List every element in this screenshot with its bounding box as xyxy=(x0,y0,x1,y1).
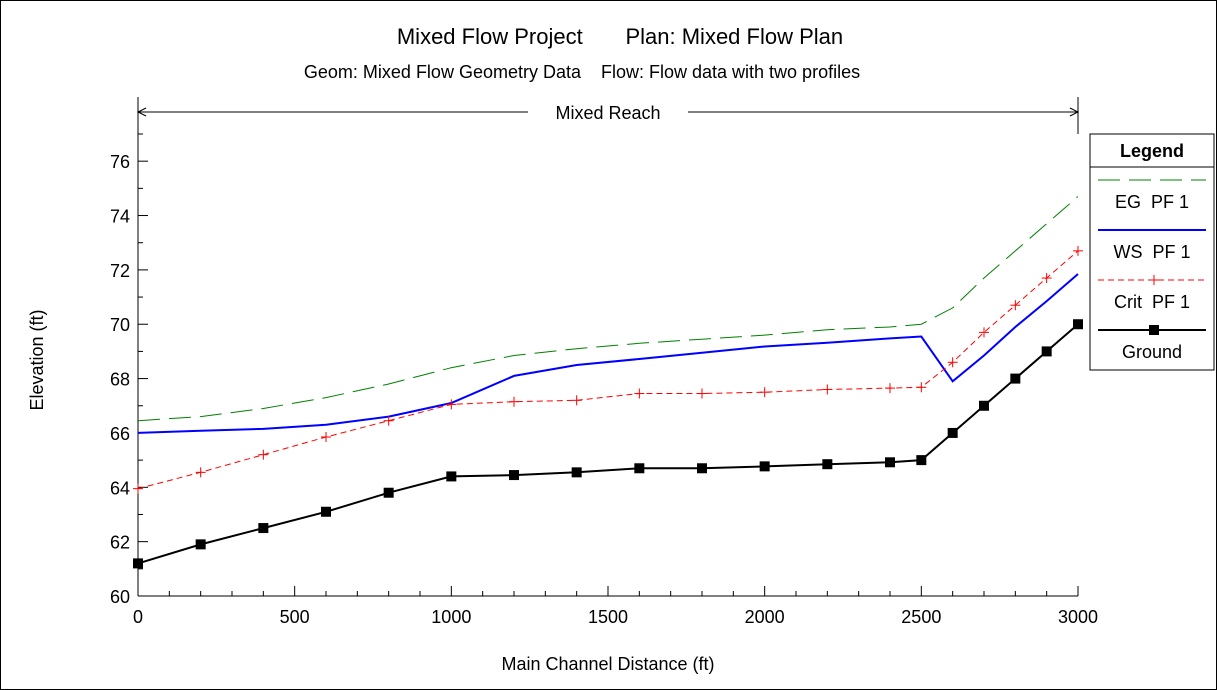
y-tick-label: 68 xyxy=(110,370,130,390)
series-ground-point xyxy=(1010,373,1021,384)
x-tick-label: 1000 xyxy=(431,607,471,627)
series-ground-point xyxy=(822,459,833,470)
series-crit-pf-1-point xyxy=(979,327,989,338)
reach-arrowhead-right xyxy=(1069,107,1080,117)
y-tick-label: 66 xyxy=(110,424,130,444)
legend-series-crit-pf-1-point xyxy=(1149,275,1159,285)
x-tick-label: 0 xyxy=(133,607,143,627)
series-crit-pf-1-point xyxy=(383,415,394,426)
series-ground-point xyxy=(916,455,927,466)
series-ground-point xyxy=(321,506,331,517)
series-crit-pf-1-point xyxy=(1041,273,1052,284)
series-ground-point xyxy=(446,471,457,482)
series-ws-pf-1-line xyxy=(137,273,1079,434)
series-crit-pf-1-point xyxy=(321,432,331,443)
y-axis-label: Elevation (ft) xyxy=(27,309,47,410)
y-ticks: 60 62 64 66 68 70 72 74 76 xyxy=(110,133,148,607)
legend-series-ground-point xyxy=(1149,325,1159,335)
series-crit-pf-1-point xyxy=(1073,245,1083,256)
y-tick-label: 72 xyxy=(110,261,130,281)
series-crit-pf-1-point xyxy=(446,399,457,410)
series-crit-pf-1-point xyxy=(571,395,582,406)
series-ground-point xyxy=(133,558,143,569)
y-tick-label: 74 xyxy=(110,207,130,227)
legend-entry-label: WS PF 1 xyxy=(1113,242,1190,262)
x-tick-label: 2000 xyxy=(745,607,785,627)
x-tick-label: 1500 xyxy=(588,607,628,627)
series-ground-point xyxy=(1073,319,1083,330)
plot-area xyxy=(133,196,1083,569)
legend-entry-label: EG PF 1 xyxy=(1115,192,1189,212)
legend-title: Legend xyxy=(1120,141,1184,161)
series-ground-point xyxy=(258,523,269,534)
series-crit-pf-1-point xyxy=(634,388,645,399)
series-ground-point xyxy=(509,470,519,481)
series-crit-pf-1-point xyxy=(916,382,927,393)
series-ground-point xyxy=(634,463,645,474)
series-ground-point xyxy=(885,457,895,468)
series-crit-pf-1-point xyxy=(509,396,519,407)
legend-entry-label: Ground xyxy=(1122,342,1182,362)
y-tick-label: 64 xyxy=(110,478,130,498)
reach-arrowhead-left xyxy=(136,107,147,117)
series-crit-pf-1-point xyxy=(195,467,206,478)
series-crit-pf-1-point xyxy=(822,384,833,395)
x-axis-label: Main Channel Distance (ft) xyxy=(501,654,714,674)
legend: Legend EG PF 1 WS PF 1 Crit PF 1 Ground xyxy=(1089,133,1215,371)
series-eg-pf-1-line xyxy=(137,196,1079,422)
x-tick-label: 3000 xyxy=(1058,607,1098,627)
series-ground-point xyxy=(759,461,770,472)
series-crit-pf-1-point xyxy=(258,449,269,460)
reach-indicator: Mixed Reach xyxy=(136,97,1080,134)
x-tick-label: 2500 xyxy=(901,607,941,627)
series-crit-pf-1-point xyxy=(947,357,958,368)
chart-subtitle: Geom: Mixed Flow Geometry Data Flow: Flo… xyxy=(304,62,860,82)
y-tick-label: 60 xyxy=(110,587,130,607)
series-crit-pf-1-point xyxy=(133,483,143,494)
series-ground-point xyxy=(697,463,707,474)
series-ground-point xyxy=(1041,346,1052,357)
y-tick-label: 76 xyxy=(110,152,130,172)
chart-title: Mixed Flow Project Plan: Mixed Flow Plan xyxy=(397,24,843,49)
axes xyxy=(137,134,1078,597)
series-ground-point xyxy=(947,427,958,438)
reach-label: Mixed Reach xyxy=(555,103,660,123)
y-tick-label: 70 xyxy=(110,315,130,335)
series-crit-pf-1-point xyxy=(759,387,770,398)
series-ground-point xyxy=(571,467,582,478)
series-crit-pf-1-line xyxy=(137,250,1079,490)
legend-entry-label: Crit PF 1 xyxy=(1114,292,1190,312)
y-tick-label: 62 xyxy=(110,533,130,553)
series-ground-point xyxy=(195,539,206,550)
series-crit-pf-1-point xyxy=(885,383,895,394)
x-tick-label: 500 xyxy=(280,607,310,627)
series-crit-pf-1-point xyxy=(697,388,707,399)
series-ground-point xyxy=(383,487,394,498)
x-ticks: 0 500 1000 1500 2000 2500 3000 xyxy=(133,586,1098,627)
series-crit-pf-1-point xyxy=(1010,300,1021,311)
series-ground-point xyxy=(979,400,989,411)
